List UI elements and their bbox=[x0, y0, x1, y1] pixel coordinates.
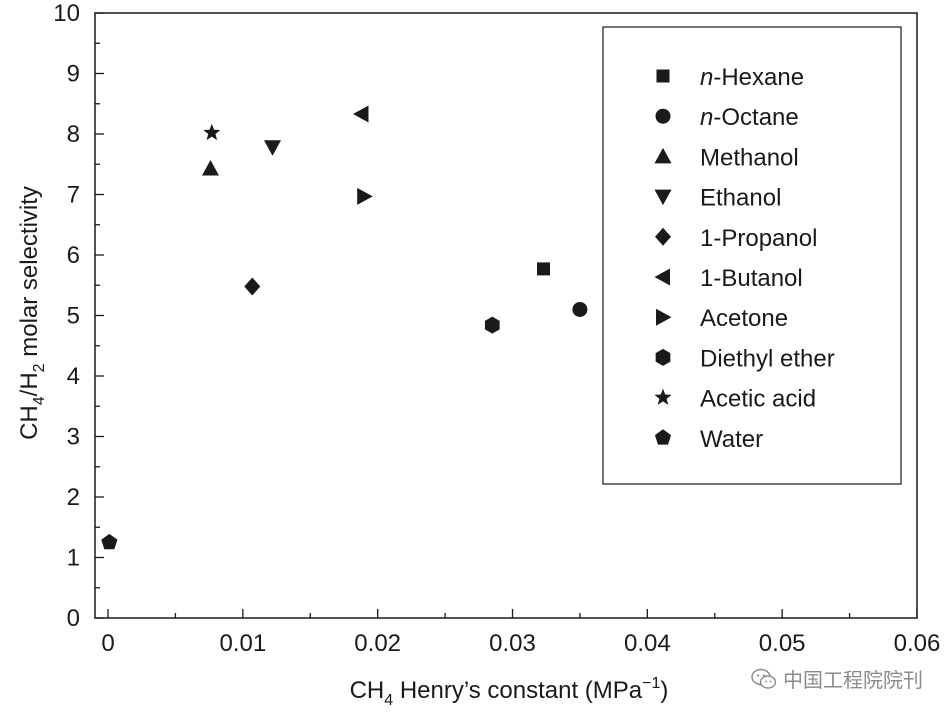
legend-label: Acetone bbox=[700, 305, 788, 332]
data-points bbox=[101, 105, 588, 550]
y-tick-label: 7 bbox=[67, 182, 80, 209]
legend-marker bbox=[654, 429, 672, 445]
legend-label: 1-Butanol bbox=[700, 265, 803, 292]
legend-label: Diethyl ether bbox=[700, 345, 835, 372]
y-tick-label: 10 bbox=[53, 0, 80, 27]
x-tick-label: 0.06 bbox=[894, 630, 941, 657]
x-tick-label: 0.03 bbox=[489, 630, 536, 657]
data-point bbox=[352, 105, 369, 123]
y-tick-label: 5 bbox=[67, 303, 80, 330]
x-tick-label: 0 bbox=[101, 630, 114, 657]
legend-marker bbox=[655, 108, 671, 124]
legend-label: n-Hexane bbox=[700, 64, 804, 91]
y-axis-tick-labels: 0 1 2 3 4 5 6 7 8 9 10 bbox=[53, 0, 80, 632]
legend-marker bbox=[655, 348, 671, 366]
x-tick-label: 0.05 bbox=[759, 630, 806, 657]
legend-label: n-Octane bbox=[700, 104, 799, 131]
legend-marker bbox=[656, 308, 672, 326]
y-tick-label: 8 bbox=[67, 121, 80, 148]
legend-marker bbox=[656, 69, 670, 83]
data-point bbox=[263, 140, 281, 156]
legend-marker bbox=[654, 268, 670, 286]
watermark: 中国工程院院刊 bbox=[751, 664, 923, 693]
legend-label: Acetic acid bbox=[700, 386, 816, 413]
legend-label: Water bbox=[700, 426, 763, 453]
x-tick-label: 0.01 bbox=[219, 630, 266, 657]
data-point bbox=[537, 262, 551, 276]
y-tick-label: 9 bbox=[67, 61, 80, 88]
y-tick-label: 6 bbox=[67, 242, 80, 269]
data-point bbox=[357, 187, 373, 205]
y-tick-label: 0 bbox=[67, 605, 80, 632]
y-axis-ticks bbox=[95, 12, 104, 619]
y-tick-label: 3 bbox=[67, 424, 80, 451]
x-axis-ticks bbox=[107, 609, 918, 618]
legend-label: Methanol bbox=[700, 144, 799, 171]
legend-marker bbox=[654, 189, 672, 206]
data-point bbox=[484, 316, 500, 334]
wechat-icon bbox=[751, 668, 777, 689]
y-tick-label: 1 bbox=[67, 545, 80, 572]
data-point bbox=[203, 123, 221, 141]
x-tick-label: 0.04 bbox=[624, 630, 671, 657]
legend-marker bbox=[654, 388, 672, 405]
y-axis-title: CH4/H2 molar selectivity bbox=[16, 186, 48, 440]
x-tick-label: 0.02 bbox=[354, 630, 401, 657]
data-point bbox=[572, 301, 588, 317]
legend-label: 1-Propanol bbox=[700, 225, 817, 252]
x-axis-tick-labels: 0 0.01 0.02 0.03 0.04 0.05 0.06 bbox=[101, 630, 940, 657]
legend-box bbox=[602, 26, 902, 485]
legend-label: Ethanol bbox=[700, 185, 781, 212]
data-point bbox=[201, 159, 219, 176]
y-tick-label: 2 bbox=[67, 484, 80, 511]
data-point bbox=[244, 277, 261, 296]
watermark-text: 中国工程院院刊 bbox=[783, 668, 923, 692]
legend-marker bbox=[655, 227, 671, 246]
x-axis-title: CH4 Henry’s constant (MPa−1) bbox=[350, 675, 669, 709]
legend-marker bbox=[654, 147, 672, 164]
data-point bbox=[101, 533, 118, 550]
y-tick-label: 4 bbox=[67, 363, 80, 390]
legend: n-Hexane n-Octane Methanol Ethanol 1-Propano… bbox=[602, 26, 902, 485]
